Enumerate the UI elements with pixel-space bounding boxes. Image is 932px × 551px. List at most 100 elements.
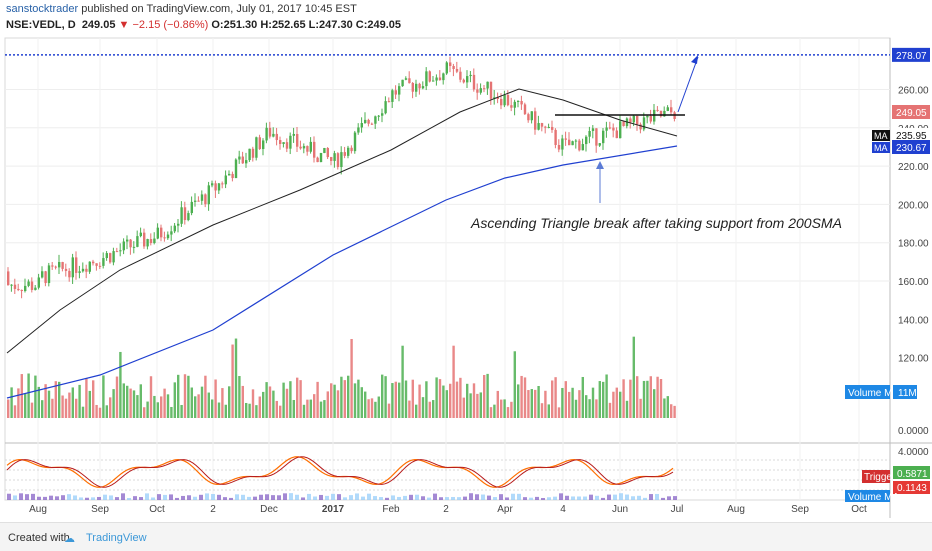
candle <box>479 88 482 93</box>
osc-volume-bar <box>661 497 665 500</box>
tradingview-brand[interactable]: TradingView <box>86 532 147 544</box>
volume-bar <box>602 381 605 418</box>
stoch-k-line <box>6 456 674 488</box>
candle <box>469 74 472 77</box>
candle <box>398 86 401 95</box>
volume-bar <box>364 391 367 418</box>
osc-volume-bar <box>649 494 653 500</box>
volume-bar <box>350 338 353 418</box>
osc-volume-bar <box>625 494 629 500</box>
candle <box>401 79 404 87</box>
osc-volume-bar <box>325 495 329 500</box>
osc-volume-bar <box>121 493 125 500</box>
volume-bar <box>78 384 81 418</box>
target-price-tag: 278.07 <box>896 51 927 62</box>
osc-volume-bar <box>397 496 401 500</box>
candle <box>421 86 425 89</box>
volume-bar <box>85 378 88 418</box>
volume-bar <box>44 384 47 418</box>
volume-bar <box>384 376 387 418</box>
volume-bar <box>234 338 238 418</box>
candle <box>642 117 646 130</box>
candle <box>319 152 323 163</box>
publish-line: sanstocktrader published on TradingView.… <box>6 3 357 15</box>
author-link[interactable]: sanstocktrader <box>6 3 79 15</box>
volume-bar <box>595 399 598 418</box>
volume-bar <box>653 389 656 418</box>
candle <box>156 227 159 239</box>
open-label: O: <box>211 19 224 31</box>
high-label: H: <box>260 19 272 31</box>
candle <box>544 126 547 128</box>
volume-bar <box>438 379 442 418</box>
candle <box>588 131 591 137</box>
x-tick-label: 2 <box>210 504 216 515</box>
osc-volume-bar <box>379 497 383 500</box>
candle <box>442 73 445 81</box>
volume-bar <box>520 375 523 418</box>
volume-bar <box>98 407 102 418</box>
osc-volume-bar <box>637 495 641 500</box>
osc-volume-bar <box>175 497 179 500</box>
osc-volume-bar <box>559 493 563 500</box>
osc-volume-bar <box>37 496 41 500</box>
volume-bar <box>585 395 588 418</box>
volume-bar <box>513 351 516 418</box>
candle <box>571 141 574 146</box>
osc-volume-bar <box>355 493 359 500</box>
candle <box>381 113 384 116</box>
candle <box>530 111 533 121</box>
volume-bar <box>506 407 510 418</box>
y-tick-label: 220.00 <box>898 162 929 173</box>
osc-volume-bar <box>67 494 71 500</box>
volume-bar <box>292 399 295 418</box>
osc-volume-bar <box>529 497 533 500</box>
osc-volume-bar <box>7 493 11 500</box>
x-tick-label: Dec <box>260 504 278 515</box>
volume-bar <box>333 384 336 418</box>
candle <box>561 138 564 150</box>
volume-bar <box>496 390 499 418</box>
osc-volume-bar <box>127 497 131 500</box>
candle <box>207 185 210 205</box>
volume-bar <box>370 398 374 418</box>
candle <box>632 115 635 123</box>
sma200-line <box>6 145 678 399</box>
volume-bar <box>632 336 635 418</box>
osc-volume-bar <box>211 493 215 500</box>
symbol-label[interactable]: NSE:VEDL, D <box>6 19 76 31</box>
candle <box>44 271 47 284</box>
candle <box>547 126 550 128</box>
ma200-price-tag-bg <box>892 140 930 154</box>
osc-volume-bar <box>493 497 497 500</box>
osc-volume-bar <box>193 496 197 500</box>
volume-bar <box>61 395 64 418</box>
volume-bar <box>204 375 207 418</box>
osc-volume-ma-bg <box>845 490 890 502</box>
candle <box>7 271 10 286</box>
volume-bar <box>530 389 533 418</box>
volume-bar <box>483 374 486 418</box>
candle <box>75 257 78 273</box>
candle <box>666 107 669 111</box>
volume-bar <box>112 389 115 418</box>
volume-bar <box>656 376 659 418</box>
volume-bar <box>642 380 646 418</box>
volume-bar <box>374 401 377 418</box>
candle <box>537 123 540 130</box>
volume-bar <box>146 401 149 418</box>
x-tick-label: Oct <box>851 504 867 515</box>
osc-volume-bar <box>415 494 419 500</box>
volume-bar <box>262 391 265 418</box>
candle <box>591 128 595 132</box>
volume-bar <box>564 381 567 418</box>
candle <box>85 268 88 272</box>
candle <box>360 123 363 128</box>
chart-canvas[interactable]: 160.00180.00200.00220.00240.00260.00140.… <box>0 0 932 522</box>
y-tick-label: 160.00 <box>898 277 929 288</box>
volume-bar <box>336 390 340 418</box>
candle <box>292 133 295 136</box>
osc-volume-bar <box>343 497 347 500</box>
volume-bar <box>486 373 489 418</box>
x-tick-label: 4 <box>560 504 566 515</box>
